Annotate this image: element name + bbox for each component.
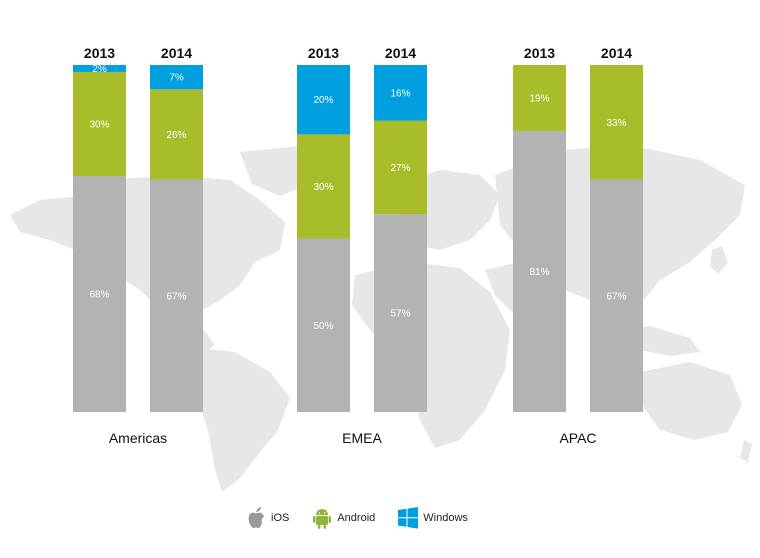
data-label: 50% — [313, 321, 333, 332]
year-label: 2014 — [385, 45, 416, 61]
legend: iOS Android Windows — [245, 505, 490, 531]
bar-segment-ios-americas-2014 — [150, 179, 203, 412]
bar-segment-windows-americas-2014 — [150, 65, 203, 90]
region-label: EMEA — [342, 430, 382, 446]
bar-segment-windows-americas-2013 — [73, 65, 126, 72]
bar-segment-android-americas-2014 — [150, 89, 203, 180]
year-label: 2014 — [161, 45, 192, 61]
bar-segment-ios-emea-2014 — [374, 214, 427, 412]
bar-segment-ios-emea-2013 — [297, 238, 350, 412]
data-label: 30% — [89, 119, 109, 130]
data-label: 16% — [390, 88, 410, 99]
year-label: 2013 — [524, 45, 555, 61]
apple-icon — [248, 507, 264, 528]
legend-label: Android — [337, 512, 376, 524]
bar-segment-ios-apac-2013 — [513, 130, 566, 412]
data-label: 67% — [166, 291, 186, 302]
bar-segment-android-emea-2013 — [297, 134, 350, 239]
legend-label: Windows — [423, 512, 468, 524]
data-label: 7% — [169, 73, 184, 84]
data-label: 81% — [529, 267, 549, 278]
data-label: 33% — [606, 118, 626, 129]
labels-layer: 68% 30% 2% 2013 67% 26% 7% 2014 Americas 50% 30% 20… — [84, 45, 632, 446]
region-label: Americas — [109, 430, 167, 446]
bar-segment-android-emea-2014 — [374, 120, 427, 215]
data-label: 27% — [390, 163, 410, 174]
bar-segment-ios-americas-2013 — [73, 176, 126, 412]
legend-label: iOS — [271, 512, 290, 524]
bars-layer — [73, 65, 643, 412]
legend-item-android: Android — [311, 506, 375, 530]
data-label: 20% — [313, 95, 333, 106]
year-label: 2013 — [308, 45, 339, 61]
bar-segment-android-apac-2014 — [590, 65, 643, 180]
android-icon — [313, 509, 332, 529]
data-label: 2% — [92, 64, 107, 75]
data-label: 30% — [313, 182, 333, 193]
windows-icon — [398, 507, 419, 529]
bar-segment-windows-emea-2013 — [297, 65, 350, 135]
year-label: 2013 — [84, 45, 115, 61]
year-label: 2014 — [601, 45, 632, 61]
data-label: 26% — [166, 130, 186, 141]
legend-item-windows: Windows — [397, 506, 468, 530]
legend-item-ios: iOS — [245, 506, 289, 530]
data-label: 67% — [606, 291, 626, 302]
region-label: APAC — [559, 430, 596, 446]
bar-segment-ios-apac-2014 — [590, 179, 643, 412]
bar-segment-windows-emea-2014 — [374, 65, 427, 121]
data-label: 19% — [529, 93, 549, 104]
data-label: 68% — [89, 290, 109, 301]
data-label: 57% — [390, 309, 410, 320]
bar-segment-android-apac-2013 — [513, 65, 566, 131]
bar-segment-android-americas-2013 — [73, 71, 126, 177]
